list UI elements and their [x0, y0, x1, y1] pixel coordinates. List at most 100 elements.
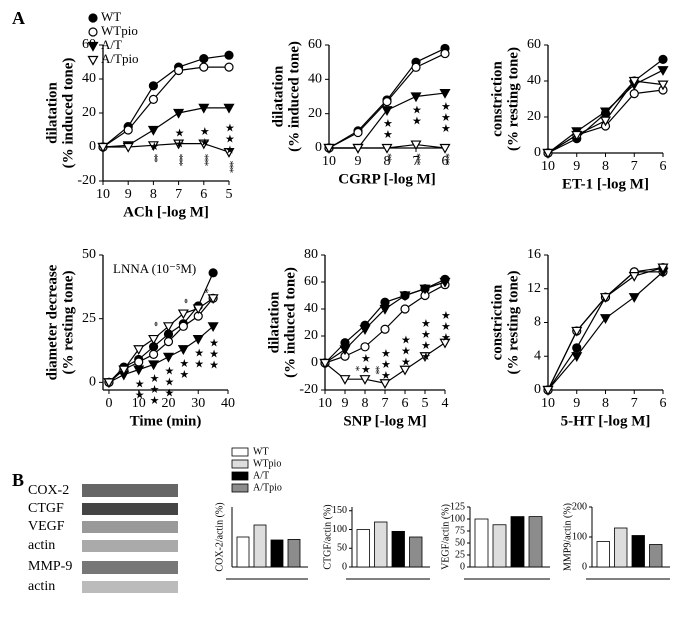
x-tick-label: 6 — [402, 396, 409, 411]
marker — [359, 375, 371, 385]
y-tick-label: 75 — [455, 525, 465, 536]
y-tick-label: 20 — [527, 109, 541, 124]
x-axis-label: ACh [-log M] — [123, 204, 209, 220]
x-tick-label: 10 — [541, 159, 555, 174]
marker — [133, 365, 145, 376]
bar — [409, 536, 423, 568]
marker — [542, 148, 554, 159]
y-tick-label: 0 — [89, 139, 96, 154]
marker — [629, 88, 639, 99]
marker — [134, 357, 144, 367]
x-tick-label: 10 — [318, 396, 332, 411]
legend-label: WTpio — [253, 458, 281, 469]
marker — [207, 322, 219, 333]
marker — [192, 334, 204, 345]
legend-label: A/Tpio — [253, 482, 282, 493]
blot-label: COX-2 — [28, 483, 69, 498]
y-tick-label: 60 — [527, 37, 541, 52]
marker — [148, 334, 160, 345]
marker — [208, 268, 218, 278]
x-tick-label: 7 — [631, 159, 638, 174]
marker — [572, 343, 582, 353]
y-tick-label: 50 — [455, 537, 465, 548]
marker — [410, 140, 422, 151]
x-tick-label: 8 — [384, 154, 391, 169]
y-axis-label: VEGF/actin (%) — [440, 504, 451, 570]
y-tick-label: 25 — [455, 549, 465, 560]
legend-marker — [87, 55, 99, 66]
significance: ★★★ — [148, 372, 160, 405]
blot-band — [82, 581, 178, 593]
y-tick-label: 0 — [89, 375, 96, 390]
marker — [419, 284, 431, 295]
marker — [411, 62, 421, 72]
marker — [147, 125, 159, 136]
legend-marker — [87, 41, 99, 52]
marker — [599, 314, 612, 325]
x-tick-label: 20 — [161, 396, 175, 411]
significance: ★★ — [198, 125, 210, 147]
marker — [542, 385, 554, 396]
marker — [223, 103, 235, 114]
significance: ★★★ — [208, 337, 220, 370]
significance: ★★★ — [399, 333, 411, 366]
marker — [628, 293, 640, 303]
y-axis-label: dilatation — [266, 291, 282, 353]
blot-label: actin — [28, 538, 55, 553]
significance: * — [199, 288, 211, 293]
marker — [353, 127, 363, 138]
series-line — [103, 143, 230, 153]
blot-label: actin — [28, 579, 55, 594]
significance: ★★★ — [223, 122, 235, 155]
y-axis-label: constriction — [489, 60, 505, 136]
marker — [382, 97, 392, 107]
marker — [599, 107, 612, 118]
marker — [174, 65, 184, 76]
blot-label: MMP-9 — [28, 559, 72, 574]
x-tick-label: 9 — [342, 396, 349, 411]
significance: ** — [381, 153, 393, 162]
y-tick-label: -20 — [77, 173, 96, 188]
marker — [223, 148, 235, 158]
x-tick-label: 5 — [422, 396, 429, 411]
legend-swatch — [231, 459, 249, 469]
marker — [599, 116, 612, 127]
y-axis-label: MMP9/actin (%) — [562, 503, 573, 571]
x-tick-label: 8 — [150, 187, 157, 202]
x-tick-label: 9 — [573, 396, 580, 411]
marker — [207, 294, 219, 305]
marker — [148, 81, 158, 91]
x-tick-label: 10 — [322, 154, 336, 169]
marker — [173, 108, 185, 119]
significance: ★★★★ — [419, 317, 431, 361]
bar — [474, 518, 489, 568]
x-tick-label: 0 — [105, 396, 112, 411]
bar — [374, 521, 388, 568]
legend-label: WTpio — [101, 23, 138, 38]
y-axis-label: (% induced tone) — [286, 41, 302, 152]
marker — [162, 322, 175, 333]
significance: ★★ — [193, 347, 205, 369]
significance: ★★ — [381, 117, 393, 139]
marker — [199, 62, 209, 72]
marker — [339, 375, 351, 385]
x-tick-label: 10 — [541, 396, 555, 411]
blot-band — [82, 503, 178, 515]
y-tick-label: 40 — [82, 71, 96, 86]
marker — [319, 358, 331, 369]
marker — [381, 143, 393, 154]
marker — [657, 66, 669, 76]
legend-label: A/T — [253, 470, 269, 481]
series-line — [547, 271, 664, 391]
significance: ** — [369, 366, 381, 375]
x-tick-label: 6 — [660, 396, 667, 411]
y-tick-label: 60 — [304, 274, 318, 289]
y-tick-label: 50 — [337, 543, 347, 554]
marker — [628, 271, 640, 282]
x-tick-label: 6 — [200, 187, 207, 202]
marker — [118, 365, 130, 376]
x-tick-label: 9 — [125, 187, 132, 202]
series-line — [547, 267, 664, 391]
x-tick-label: 10 — [132, 396, 146, 411]
marker — [379, 379, 391, 389]
